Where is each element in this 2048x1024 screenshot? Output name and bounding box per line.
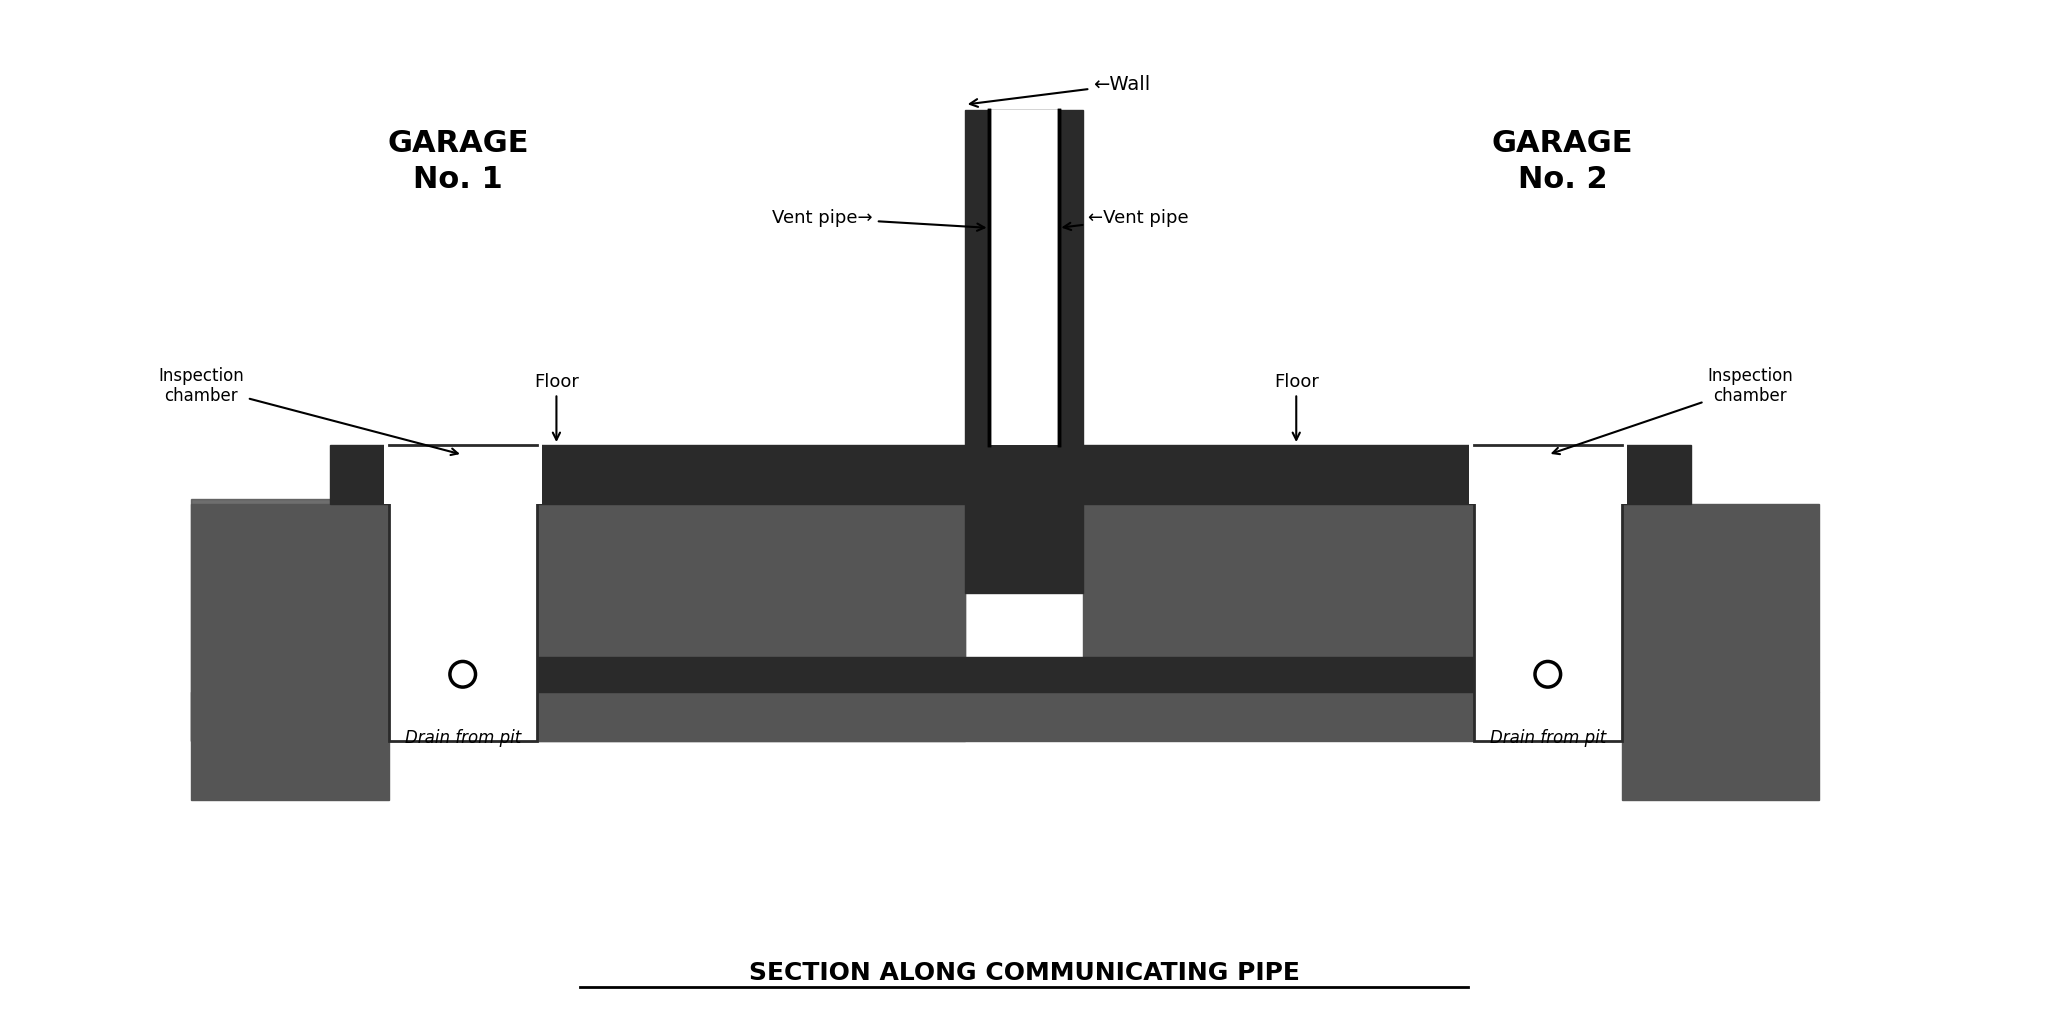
Bar [389,444,537,740]
Text: Drain from pit: Drain from pit [1489,728,1606,746]
Text: Inspection
chamber: Inspection chamber [1552,367,1792,455]
Text: GARAGE
No. 1: GARAGE No. 1 [387,129,528,195]
Bar [463,657,1548,691]
Text: GARAGE
No. 2: GARAGE No. 2 [1491,129,1634,195]
Text: Floor: Floor [1274,373,1319,440]
Bar [1622,504,1819,691]
Text: ←Wall: ←Wall [971,76,1151,106]
Text: Vent pipe→: Vent pipe→ [772,209,985,230]
Bar [1475,444,1622,740]
Text: Drain from pit: Drain from pit [406,728,520,746]
Text: ←Vent pipe: ←Vent pipe [1063,209,1188,230]
Circle shape [1534,662,1561,687]
Bar [383,440,541,504]
Bar [1622,691,1819,800]
Polygon shape [190,499,965,740]
Text: Inspection
chamber: Inspection chamber [158,367,459,455]
Bar [190,504,389,691]
Text: Floor: Floor [535,373,580,440]
Bar [330,444,965,504]
Bar [1083,504,1475,691]
Bar [190,691,389,800]
Bar [1083,444,1692,504]
Circle shape [451,662,475,687]
Bar [1468,440,1626,504]
Bar [537,504,965,691]
FancyBboxPatch shape [965,110,1083,593]
Text: SECTION ALONG COMMUNICATING PIPE: SECTION ALONG COMMUNICATING PIPE [750,961,1298,985]
Bar [989,110,1059,444]
Bar [537,691,1475,740]
